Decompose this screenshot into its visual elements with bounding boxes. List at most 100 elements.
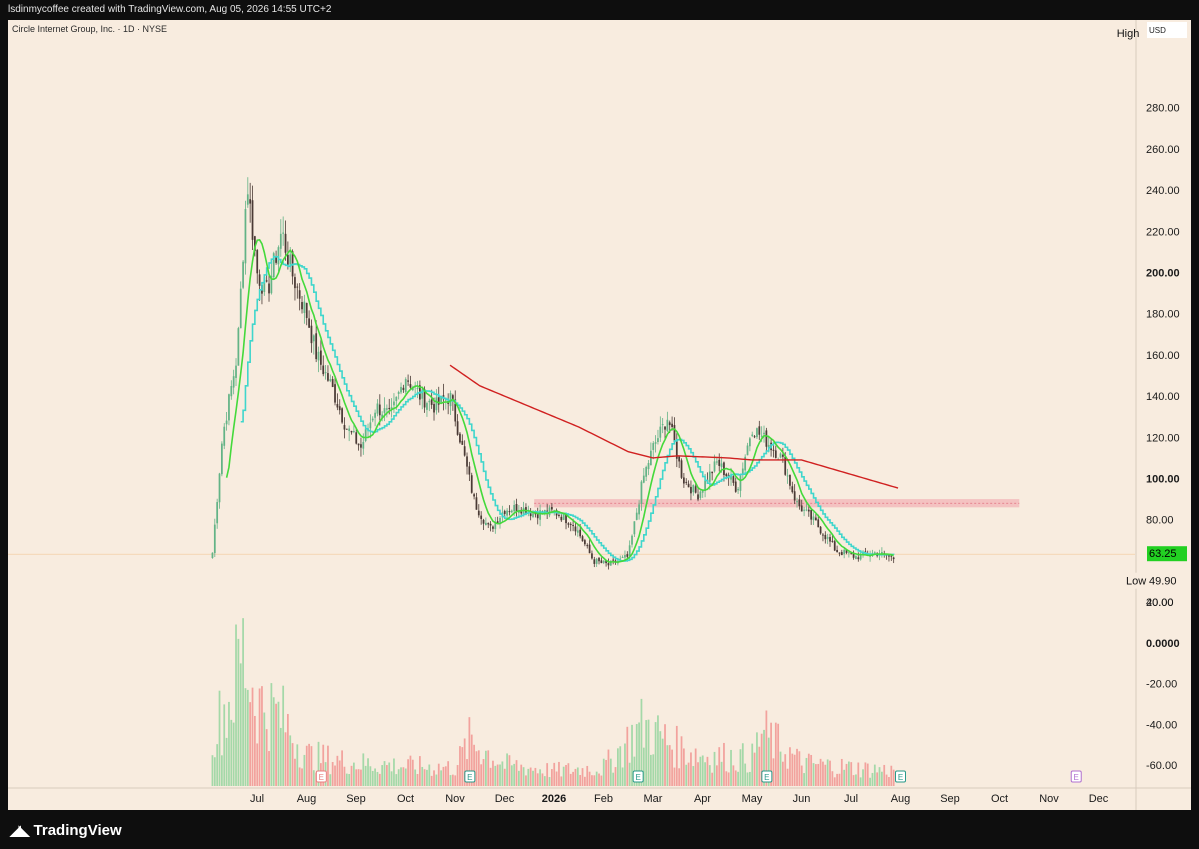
volume-bar (428, 764, 431, 786)
volume-bar (218, 690, 221, 786)
earnings-marker (315, 770, 327, 783)
volume-bar (390, 771, 393, 786)
candle-body (591, 553, 593, 559)
volume-bar (506, 753, 508, 786)
candle-body (751, 434, 754, 437)
volume-bar (803, 773, 805, 786)
candle-body (435, 397, 438, 411)
volume-bar (793, 754, 796, 786)
volume-bar (605, 759, 607, 786)
candle-body (560, 516, 563, 521)
volume-bar (289, 735, 292, 786)
candle-body (716, 461, 718, 463)
candle-body (659, 426, 662, 438)
candle-body (574, 526, 577, 532)
volume-bar (341, 750, 343, 786)
candle-body (218, 473, 221, 503)
candle-body (308, 318, 310, 328)
volume-bar (548, 777, 551, 786)
volume-bar (624, 743, 626, 786)
volume-bar (763, 729, 765, 786)
volume-bar (360, 769, 362, 786)
volume-bar (362, 753, 365, 786)
candle-body (824, 534, 827, 540)
volume-bar (791, 753, 794, 786)
volume-bar (454, 775, 457, 786)
volume-bar (499, 764, 501, 786)
volume-bar (574, 768, 577, 786)
candle-body (473, 494, 475, 497)
low-value-label: 49.90 (1149, 576, 1177, 588)
volume-bar (765, 710, 768, 786)
volume-bar (558, 761, 560, 786)
volume-bar (850, 762, 853, 786)
symbol-title: Circle Internet Group, Inc. · 1D · NYSE (12, 24, 168, 34)
candle-body (838, 552, 841, 554)
time-tick-label: Sep (346, 793, 366, 805)
candle-body (680, 460, 683, 478)
candle-body (364, 429, 367, 441)
candle-body (767, 444, 770, 449)
volume-bar (369, 766, 372, 786)
time-axis[interactable]: Jul Aug Sep Oct Nov Dec 2026 Feb Mar Apr May Jun Jul… (250, 793, 1109, 805)
candle-body (440, 396, 442, 403)
candle-body (336, 404, 339, 408)
candle-body (371, 418, 374, 421)
candle-body (305, 303, 308, 318)
candle-body (692, 484, 695, 493)
volume-bar (645, 720, 648, 786)
chart-frame[interactable]: E E E E E E USD 280.00 260.00 240.00 220.00 200.00… (8, 20, 1191, 810)
volume-bar (716, 765, 718, 786)
candle-body (701, 490, 704, 493)
time-tick-label: Nov (445, 793, 465, 805)
candle-body (331, 379, 334, 388)
volume-bar (388, 762, 391, 786)
earnings-marker-label: E (635, 773, 640, 782)
volume-bar (866, 763, 869, 786)
candle-body (640, 481, 643, 504)
volume-bar (836, 773, 838, 786)
candle-body (812, 516, 815, 521)
volume-bar (701, 755, 704, 786)
volume-bar (482, 759, 485, 786)
price-axis[interactable]: USD 280.00 260.00 240.00 220.00 200.00 180.00 1… (1117, 22, 1191, 772)
volume-bar (515, 760, 518, 786)
candle-body (489, 523, 492, 526)
candle-body (428, 400, 431, 403)
ma-fast-line (225, 238, 894, 563)
candle-body (890, 555, 893, 557)
candle-body (831, 540, 834, 542)
volume-bar (621, 767, 624, 786)
candle-body (456, 421, 459, 435)
candle-body (760, 435, 763, 437)
candle-body (310, 325, 313, 344)
candle-body (508, 511, 511, 513)
volume-bar (654, 722, 657, 786)
candle-body (786, 475, 789, 477)
candle-body (341, 408, 343, 423)
candle-body (810, 509, 813, 520)
volume-bar (298, 767, 301, 786)
volume-bar (883, 764, 886, 786)
tradingview-logo[interactable]: ◢◣ TradingView (10, 822, 122, 839)
price-chart[interactable]: E E E E E E USD 280.00 260.00 240.00 220.00 200.00… (8, 20, 1191, 810)
high-label: High (1117, 28, 1140, 40)
candle-body (402, 387, 405, 391)
volume-bar (840, 758, 843, 786)
candle-body (381, 414, 384, 418)
volume-bar (817, 763, 820, 786)
volume-bar (581, 768, 584, 786)
candle-body (235, 365, 237, 378)
candle-body (510, 510, 513, 513)
volume-bar (263, 712, 266, 786)
candle-body (725, 473, 728, 477)
candle-body (270, 275, 273, 294)
currency-label: USD (1149, 26, 1166, 35)
candle-body (673, 425, 676, 442)
volume-bar (699, 756, 702, 786)
candle-body (461, 440, 464, 445)
earnings-marker-label: E (1074, 773, 1079, 782)
volume-bar (480, 764, 483, 786)
candle-body (242, 261, 244, 288)
